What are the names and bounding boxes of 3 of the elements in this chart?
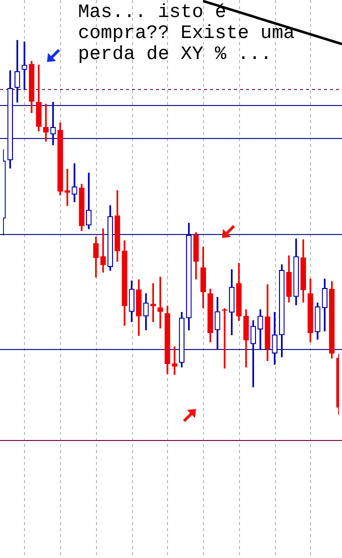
candlestick — [50, 102, 56, 146]
candlestick — [72, 163, 78, 202]
candlestick — [22, 42, 28, 90]
